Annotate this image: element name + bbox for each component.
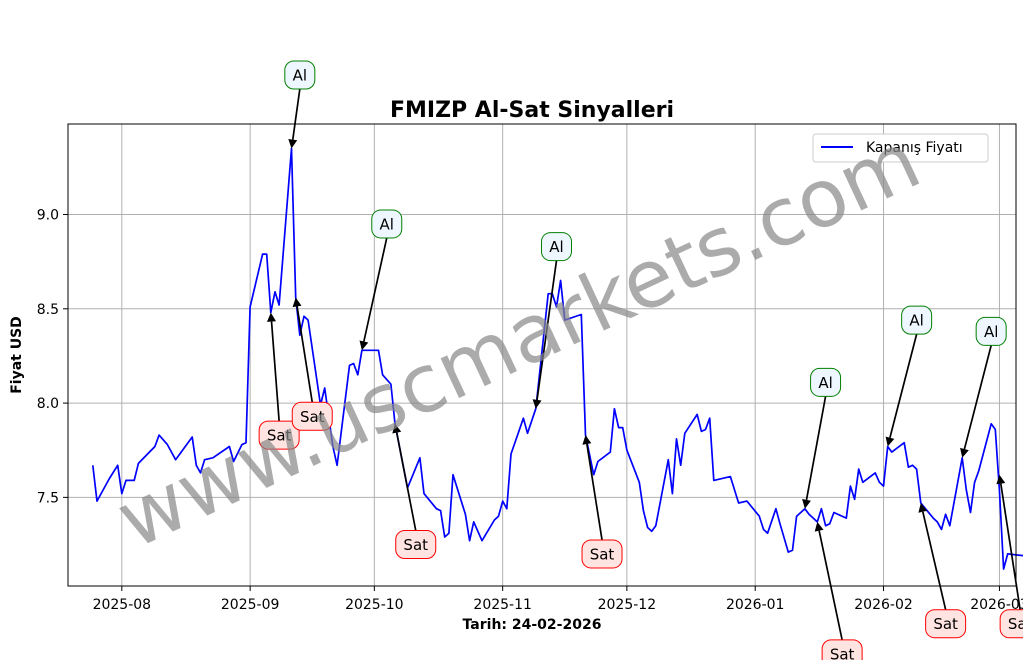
signal-arrowhead — [885, 436, 895, 447]
signal-arrow — [818, 530, 843, 641]
signal-arrowhead — [392, 423, 402, 434]
signal-arrowhead — [532, 399, 542, 409]
buy-label: Al — [380, 215, 394, 233]
signal-arrowhead — [996, 474, 1006, 485]
buy-label: Al — [549, 238, 563, 256]
signal-label-box — [999, 609, 1023, 639]
buy-label: Al — [293, 66, 307, 84]
signal-label-box — [810, 367, 842, 397]
signal-label-box — [925, 609, 967, 639]
sell-signal: Sat — [918, 503, 967, 639]
price-line-layer — [91, 147, 1023, 570]
buy-signal: Al — [885, 305, 933, 447]
signal-arrowhead — [960, 447, 969, 458]
grid — [68, 124, 1016, 586]
signal-label-box — [581, 539, 623, 569]
sell-label: Sat — [267, 427, 292, 445]
y-tick-label: 8.0 — [37, 396, 59, 412]
sell-label: Sat — [403, 536, 428, 554]
chart-title: FMIZP Al-Sat Sinyalleri — [390, 98, 674, 123]
signal-arrowhead — [802, 499, 811, 509]
signal-arrow — [586, 443, 603, 541]
sell-label: Sat — [300, 408, 325, 426]
buy-signal: Al — [532, 232, 572, 409]
sell-label: Sat — [1008, 615, 1023, 633]
signal-arrow — [363, 237, 388, 342]
signal-arrow — [999, 483, 1021, 610]
signal-arrowhead — [359, 340, 369, 351]
x-tick-label: 2025-10 — [345, 597, 404, 613]
signal-label-box — [540, 232, 572, 262]
signal-arrow — [536, 260, 558, 400]
x-axis: 2025-08 2025-09 2025-10 2025-11 2025-12 2026-… — [93, 586, 1023, 613]
signal-arrowhead — [292, 297, 302, 308]
buy-signal: Al — [960, 316, 1007, 458]
signal-arrowhead — [582, 435, 592, 445]
y-tick-label: 7.5 — [37, 490, 59, 506]
signal-label-box — [258, 420, 300, 450]
y-tick-label: 8.5 — [37, 302, 59, 318]
signal-arrow — [296, 306, 314, 403]
sell-label: Sat — [590, 545, 615, 563]
signal-arrow — [921, 511, 947, 610]
buy-label: Al — [984, 323, 998, 341]
signal-label-box — [291, 401, 333, 431]
sell-signal: Sat — [392, 423, 437, 560]
signal-annotations: Al Al Al Al Al Al Sat Sat Sat Sat Sat Sat Sat — [258, 60, 1023, 660]
legend-box — [812, 133, 989, 163]
signal-label-box — [821, 639, 863, 660]
sell-signal: Sat — [258, 312, 300, 450]
buy-signal: Al — [359, 209, 403, 351]
y-tick-label: 9.0 — [37, 208, 59, 224]
signal-arrowhead — [267, 312, 276, 322]
signal-arrow — [963, 345, 992, 450]
sell-signal: Sat — [291, 297, 333, 431]
sell-signal: Sat — [814, 521, 863, 660]
sell-label: Sat — [933, 615, 958, 633]
signal-arrow — [395, 432, 417, 531]
sell-label: Sat — [830, 645, 855, 660]
legend-label: Kapanış Fiyatı — [866, 140, 963, 156]
y-axis: 7.5 8.0 8.5 9.0 — [37, 208, 68, 506]
x-tick-label: 2025-08 — [93, 597, 152, 613]
signal-arrow — [805, 396, 827, 500]
buy-signal: Al — [802, 367, 842, 509]
y-axis-label: Fiyat USD — [9, 316, 25, 394]
signal-label-box — [975, 316, 1007, 346]
sell-signal: Sat — [996, 474, 1023, 639]
signal-label-box — [284, 60, 316, 90]
signal-arrow — [270, 321, 280, 422]
signal-label-box — [395, 530, 437, 560]
x-tick-label: 2026-01 — [726, 597, 785, 613]
signal-arrow — [889, 333, 918, 438]
x-tick-label: 2025-12 — [598, 597, 657, 613]
signal-arrowhead — [814, 521, 824, 532]
buy-label: Al — [818, 374, 832, 392]
x-tick-label: 2025-09 — [221, 597, 280, 613]
signal-label-box — [371, 209, 403, 239]
plot-area — [67, 123, 1017, 587]
x-axis-label: Tarih: 24-02-2026 — [463, 617, 602, 633]
signal-arrow — [291, 88, 301, 140]
buy-signal: Al — [284, 60, 316, 149]
x-tick-label: 2025-11 — [473, 597, 532, 613]
watermark: www.uscmarkets.com — [103, 114, 933, 567]
signal-label-box — [901, 305, 933, 335]
x-tick-label: 2026-03 — [970, 597, 1023, 613]
series-line-kapanis-fiyati — [91, 147, 1023, 570]
buy-label: Al — [909, 312, 923, 330]
sell-signal: Sat — [581, 435, 623, 569]
signal-arrowhead — [918, 503, 928, 513]
x-tick-label: 2026-02 — [854, 597, 913, 613]
signal-arrowhead — [288, 139, 298, 149]
legend: Kapanış Fiyatı — [812, 133, 989, 163]
